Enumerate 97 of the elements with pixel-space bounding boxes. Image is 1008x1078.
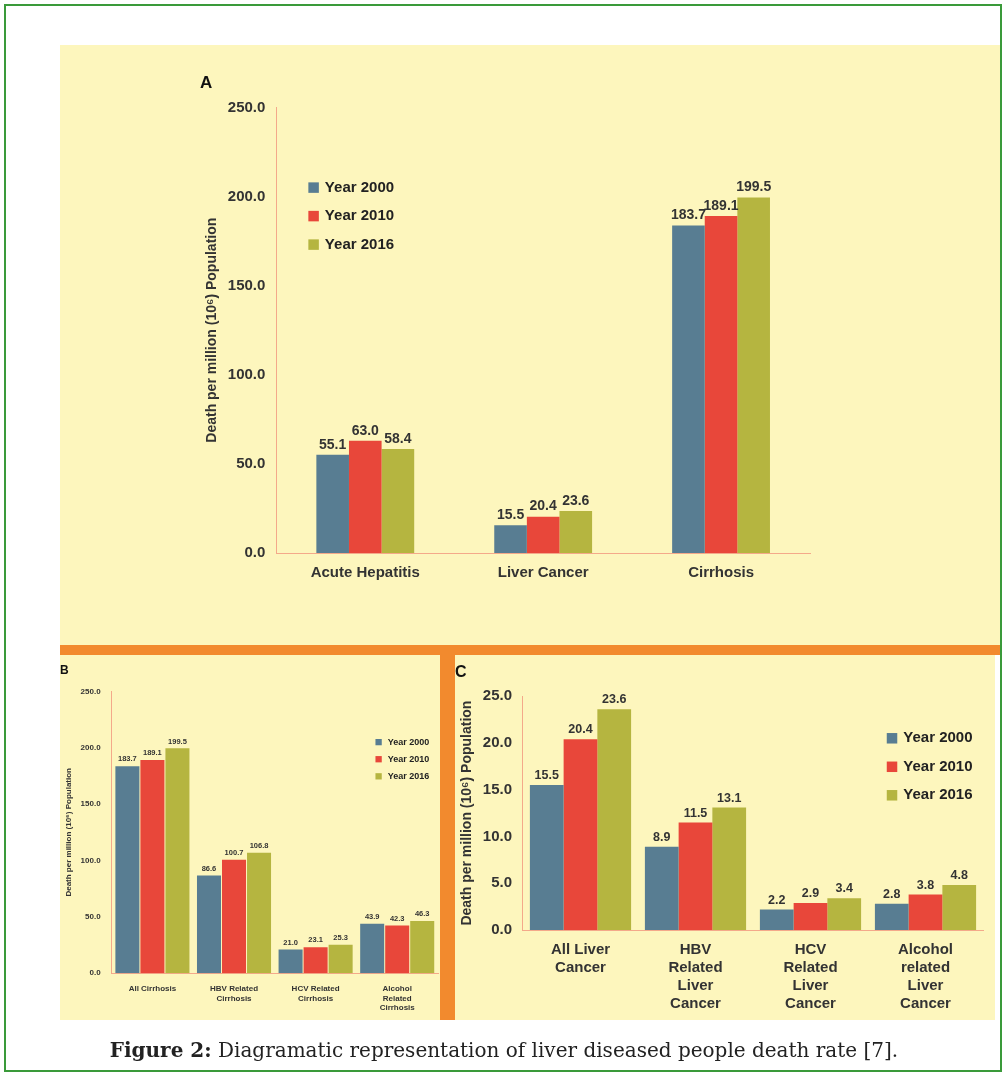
bar [597,709,632,930]
x-tick-label: HBV Related Cirrhosis [210,984,259,1003]
bar [328,944,353,974]
y-tick-label: 200.0 [80,742,102,752]
y-tick-label: 0.0 [491,920,512,938]
x-tick-label: HCV Related Cirrhosis [291,984,340,1003]
x-tick-label: HBV Related Liver Cancer [668,940,723,1012]
bar [942,885,977,930]
y-tick-label: 150.0 [227,275,266,293]
bar [874,903,909,930]
chart-title: B [60,662,69,677]
y-tick-label: 5.0 [491,873,512,891]
data-label: 63.0 [351,421,380,438]
data-label: 23.6 [562,491,590,508]
x-tick-label: Alcohol Related Cirrhosis [379,984,416,1013]
data-label: 15.5 [534,768,559,783]
data-label: 8.9 [653,829,671,844]
bar [827,898,862,930]
bar [563,739,598,930]
bar [737,197,770,553]
data-label: 55.1 [319,435,347,452]
bar [678,822,713,930]
bar [381,448,415,553]
x-tick-label: All Liver Cancer [550,940,611,976]
bar [385,925,410,974]
legend-label: Year 2010 [903,756,973,774]
bar [316,454,349,553]
data-label: 11.5 [683,805,708,820]
legend-label: Year 2016 [903,785,973,803]
x-tick-label: HCV Related Liver Cancer [783,940,838,1012]
data-label: 20.4 [529,497,558,514]
chart-title: A [200,72,213,92]
y-tick-label: 0.0 [89,968,102,978]
y-tick-label: 50.0 [236,454,266,472]
data-label: 2.8 [883,887,901,902]
y-axis-title: Death per million (10⁶) Population [64,767,73,897]
bar [278,949,303,974]
bar [115,766,140,974]
legend-label: Year 2010 [324,206,395,224]
y-tick-label: 50.0 [85,912,102,922]
y-tick-label: 0.0 [244,543,266,561]
bar [247,852,272,974]
legend-label: Year 2000 [324,177,395,195]
bar [303,947,328,974]
x-tick-label: All Cirrhosis [128,984,177,994]
bar [559,510,593,553]
x-tick-label: Liver Cancer [497,563,589,581]
data-label: 4.8 [950,868,968,883]
y-axis-title: Death per million (10⁶) Population [203,217,220,443]
legend-label: Year 2016 [387,770,430,781]
bar [908,894,943,930]
y-tick-label: 250.0 [227,97,266,115]
bar [410,921,435,974]
legend-label: Year 2016 [324,234,395,252]
y-tick-label: 100.0 [80,855,102,865]
bar [222,859,247,974]
caption: Figure 2: Diagramatic representation of liver diseased people death rate [7]. [108,1038,900,1062]
legend-label: Year 2000 [387,736,430,747]
chart-title: C [455,663,467,681]
y-tick-label: 150.0 [80,799,102,809]
data-label: 3.8 [916,877,935,892]
y-tick-label: 200.0 [227,186,266,204]
bar [494,525,527,553]
x-tick-label: Acute Hepatitis [310,563,420,581]
y-tick-label: 25.0 [482,686,512,704]
bar [529,785,564,930]
y-tick-label: 250.0 [80,686,102,696]
bar [793,902,828,930]
data-label: 23.6 [602,692,627,707]
data-label: 3.4 [835,881,853,896]
bar [165,748,190,974]
data-label: 199.5 [736,178,772,195]
y-tick-label: 15.0 [482,779,512,797]
x-tick-label: Cirrhosis [688,563,754,581]
y-tick-label: 10.0 [482,826,512,844]
bar [140,760,165,974]
data-label: 20.4 [568,722,593,737]
bar [348,440,382,553]
bar [196,875,221,974]
data-label: 15.5 [496,506,525,523]
data-label: 2.2 [768,892,786,907]
bar [360,923,385,974]
y-axis-title: Death per million (10⁶) Population [458,700,475,926]
y-tick-label: 20.0 [482,733,512,751]
data-label: 58.4 [384,429,412,446]
bar [526,516,560,553]
data-label: 2.9 [801,886,820,901]
bar [712,807,747,930]
legend-label: Year 2000 [903,728,973,746]
bar [704,215,738,553]
bar [759,909,794,930]
legend-label: Year 2010 [387,753,430,764]
data-label: 13.1 [717,790,742,805]
x-tick-label: Alcohol related Liver Cancer [898,940,953,1012]
y-tick-label: 100.0 [227,364,266,382]
bar [644,846,679,930]
bar [672,225,705,553]
